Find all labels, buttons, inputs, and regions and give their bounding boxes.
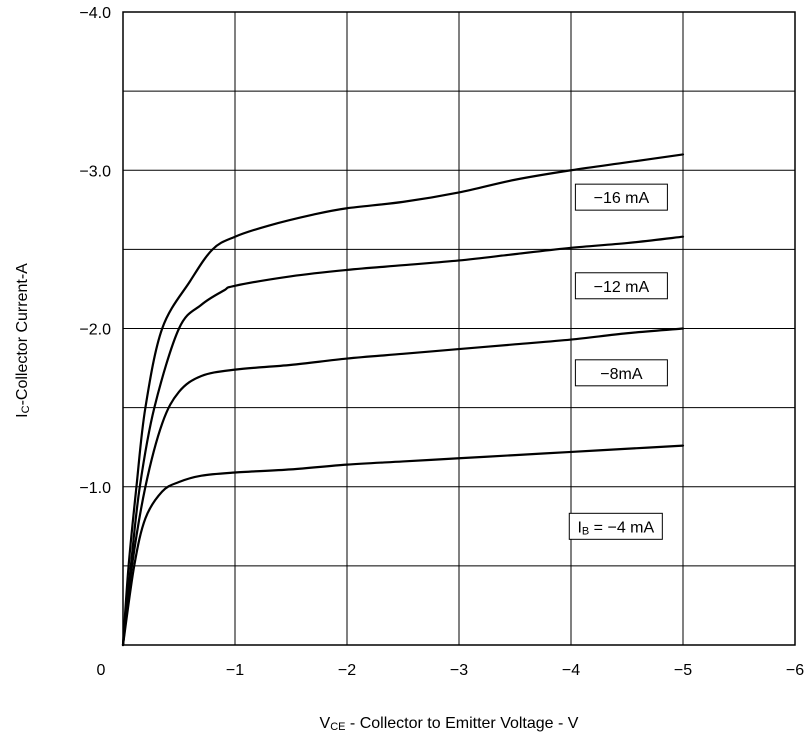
x-tick-label: −2 [338,662,356,679]
grid [122,11,796,645]
series-label-text: −8mA [600,366,643,383]
x-tick-label: 0 [97,662,106,679]
x-tick-label: −5 [674,662,692,679]
series-line-1 [121,235,685,647]
series-label-text: −16 mA [594,190,650,207]
series-label-2: −8mA [574,359,668,387]
series-label-box [574,359,668,387]
series-label-0: −16 mA [574,183,668,211]
x-tick-label: −3 [450,662,468,679]
x-tick-label: −6 [786,662,804,679]
curve-labels: −16 mA −12 mA −8mA IB = −4 mA [568,183,668,540]
series-label-1: −12 mA [574,272,668,300]
y-axis-label: IC-Collector Current-A [14,263,32,418]
series-label-text: −12 mA [594,279,650,296]
curves [121,153,685,647]
series-line-0 [121,153,685,647]
y-tick-labels: −1.0 −2.0 −3.0 −4.0 [79,5,111,497]
series-label-box [574,183,668,211]
plot-frame [122,11,796,646]
y-tick-label: −1.0 [79,480,111,497]
y-tick-label: −4.0 [79,5,111,22]
x-axis-label: VCE - Collector to Emitter Voltage - V [320,715,579,733]
x-tick-labels: 0 −1 −2 −3 −4 −5 −6 [97,662,805,679]
y-tick-label: −3.0 [79,163,111,180]
series-label-box [568,512,663,540]
x-tick-label: −1 [226,662,244,679]
series-label-text: IB = −4 mA [577,519,654,537]
series-label-3: IB = −4 mA [568,512,663,540]
series-line-3 [121,444,685,647]
x-tick-label: −4 [562,662,580,679]
series-line-2 [121,327,685,647]
y-tick-label: −2.0 [79,322,111,339]
series-label-box [574,272,668,300]
